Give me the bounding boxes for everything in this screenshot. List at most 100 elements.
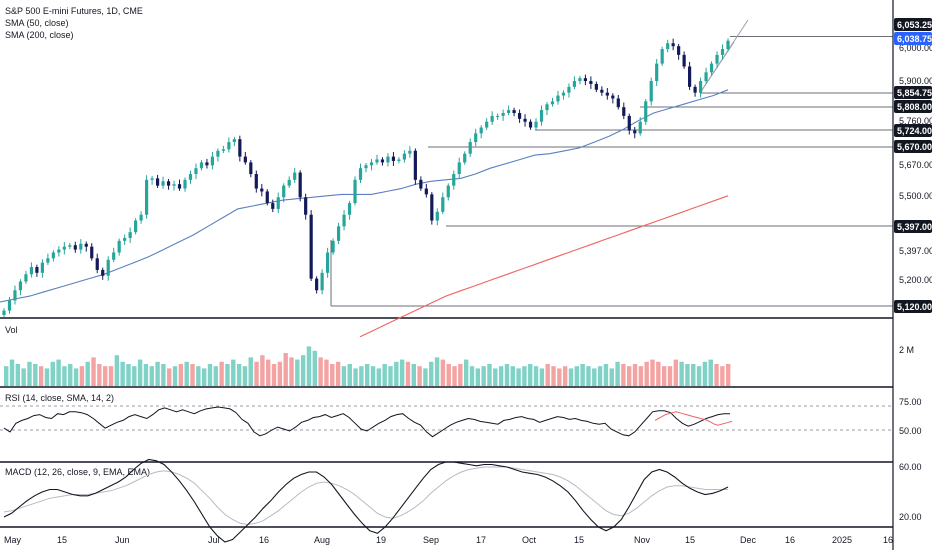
macd-panel[interactable]: MACD (12, 26, close, 9, EMA, EMA) 60.00 … bbox=[0, 458, 922, 543]
volume-bar bbox=[126, 364, 131, 386]
candle-body bbox=[468, 142, 472, 154]
candle bbox=[249, 160, 253, 178]
volume-bar bbox=[475, 368, 481, 386]
candle bbox=[320, 269, 324, 295]
volume-bar bbox=[696, 366, 702, 386]
candle bbox=[123, 234, 127, 245]
candle-body bbox=[474, 133, 478, 143]
volume-bar bbox=[38, 366, 44, 386]
volume-bar bbox=[382, 364, 387, 386]
volume-panel[interactable]: Vol 2 M bbox=[0, 325, 914, 388]
volume-bar bbox=[201, 368, 207, 386]
x-tick-oct: Oct bbox=[522, 535, 537, 545]
candle-body bbox=[397, 159, 401, 161]
candle bbox=[633, 126, 637, 139]
candle bbox=[375, 154, 379, 165]
candle bbox=[408, 146, 412, 158]
volume-bar bbox=[289, 357, 294, 386]
candle-body bbox=[578, 78, 582, 82]
y-tick-5300: 5,397.00 bbox=[899, 246, 932, 256]
candle bbox=[101, 267, 105, 280]
candle-body bbox=[644, 101, 648, 122]
y-tick-5500: 5,500.00 bbox=[899, 191, 932, 201]
candle-body bbox=[408, 150, 412, 154]
volume-bar bbox=[504, 364, 510, 386]
candle-body bbox=[386, 156, 390, 163]
volume-bar bbox=[726, 364, 731, 386]
candle bbox=[496, 113, 500, 120]
candle bbox=[46, 253, 50, 265]
candle-body bbox=[561, 92, 566, 96]
price-axis[interactable]: 6,000.00 5,900.00 5,760.00 5,670.00 5,50… bbox=[899, 43, 932, 285]
candle-body bbox=[391, 156, 396, 161]
candle bbox=[688, 61, 692, 91]
x-tick-sep: Sep bbox=[423, 535, 439, 545]
candle bbox=[490, 111, 494, 125]
candle-body bbox=[671, 43, 675, 47]
x-tick-sep-17: 17 bbox=[476, 535, 486, 545]
candle bbox=[622, 102, 626, 120]
volume-bar bbox=[411, 364, 416, 386]
volume-bar bbox=[702, 361, 708, 386]
volume-bar bbox=[661, 366, 667, 386]
candle bbox=[479, 125, 483, 139]
candle-body bbox=[583, 78, 587, 82]
x-tick-jul: Jul bbox=[208, 535, 220, 545]
candle-body bbox=[677, 46, 681, 55]
volume-bar bbox=[417, 366, 422, 386]
volume-bar bbox=[469, 366, 475, 386]
candle-body bbox=[7, 300, 12, 311]
volume-bars bbox=[4, 346, 731, 386]
candle-body bbox=[238, 139, 242, 157]
candle-body bbox=[457, 162, 461, 175]
volume-bar bbox=[62, 366, 67, 386]
candle bbox=[271, 199, 275, 213]
candle bbox=[402, 150, 406, 163]
candle bbox=[139, 211, 143, 224]
candle bbox=[265, 189, 269, 206]
volume-bar bbox=[102, 366, 108, 386]
candle-body bbox=[183, 179, 187, 189]
candle-body bbox=[106, 259, 110, 276]
candle-body bbox=[347, 203, 352, 215]
candle-body bbox=[46, 258, 50, 263]
candle bbox=[293, 167, 297, 184]
candle-body bbox=[210, 156, 215, 166]
candle bbox=[726, 38, 730, 52]
volume-bar bbox=[516, 368, 521, 386]
candle-body bbox=[260, 188, 264, 192]
candle-body bbox=[309, 214, 313, 279]
candle bbox=[556, 90, 560, 105]
candle-body bbox=[424, 188, 428, 195]
candle-body bbox=[227, 142, 231, 150]
candle-body bbox=[496, 115, 500, 117]
candle-body bbox=[57, 249, 61, 253]
volume-bar bbox=[603, 364, 609, 386]
candle-body bbox=[704, 72, 708, 82]
candle bbox=[507, 105, 511, 116]
tag-5120: 5,120.00 bbox=[897, 302, 932, 312]
volume-bar bbox=[533, 366, 539, 386]
candle bbox=[682, 51, 686, 69]
volume-bar bbox=[108, 366, 114, 386]
candle-body bbox=[375, 159, 379, 163]
candle bbox=[79, 239, 83, 254]
volume-bar bbox=[44, 368, 50, 386]
candle bbox=[605, 88, 609, 100]
candle bbox=[315, 276, 319, 294]
volume-label: Vol bbox=[5, 325, 18, 335]
volume-bar bbox=[149, 366, 154, 386]
candle bbox=[441, 192, 445, 215]
candle bbox=[326, 247, 330, 278]
price-panel[interactable]: S&P 500 E-mini Futures, 1D, CME SMA (50,… bbox=[0, 6, 932, 338]
volume-bar bbox=[679, 361, 684, 386]
volume-bar bbox=[440, 359, 446, 386]
rsi-panel[interactable]: RSI (14, close, SMA, 14, 2) 75.00 50.00 bbox=[0, 393, 922, 463]
x-tick-aug: Aug bbox=[314, 535, 330, 545]
candle-body bbox=[298, 172, 302, 198]
volume-bar bbox=[452, 366, 457, 386]
volume-bar bbox=[219, 361, 224, 386]
time-axis[interactable]: May 15 Jun Jul 16 Aug 19 Sep 17 Oct 15 N… bbox=[4, 535, 893, 545]
candle bbox=[199, 160, 204, 171]
